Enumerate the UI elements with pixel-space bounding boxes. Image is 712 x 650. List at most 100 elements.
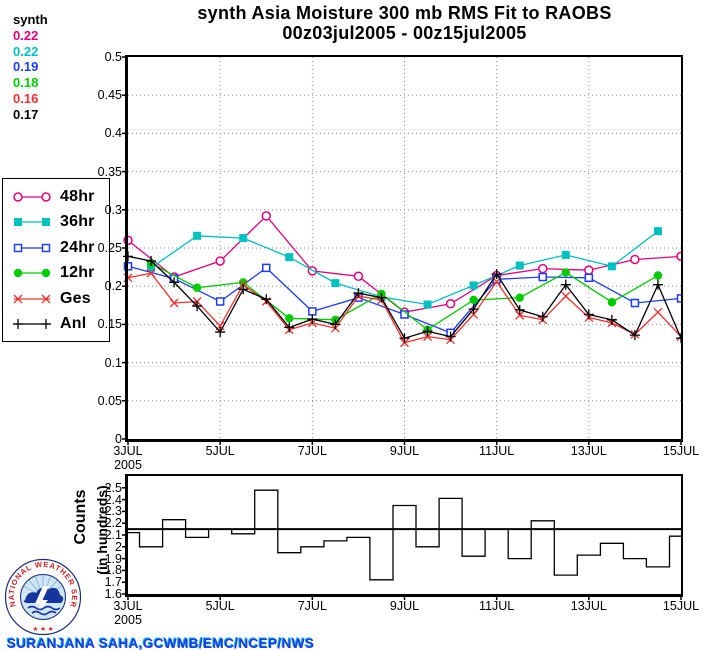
open-square-marker <box>262 263 271 273</box>
hist-y-tick-label: 2.3 <box>104 504 122 519</box>
hist-y-tick-label: 2 <box>115 539 122 554</box>
main-x-tick-label: 11JUL <box>479 444 515 458</box>
nws-logo: NATIONAL WEATHER SERVICE★ ★ ★ <box>3 556 82 636</box>
open-square-marker <box>538 272 547 282</box>
histogram-y-axis-title: Counts <box>72 489 89 545</box>
filled-square-marker <box>561 250 570 259</box>
summary-stat-value: 0.17 <box>13 106 39 122</box>
open-circle-marker <box>215 256 225 266</box>
main-y-tick-label: 0.25 <box>97 241 122 255</box>
plus-marker <box>422 326 433 337</box>
hist-y-tick-label: 1.6 <box>104 587 122 601</box>
summary-stats-header: synth <box>13 12 48 27</box>
counts-step-line <box>128 489 681 581</box>
page-subtitle: 00z03jul2005 - 00z15jul2005 <box>282 23 527 43</box>
hist-x-tick-label: 3JUL <box>113 599 143 613</box>
legend-sample-36hr <box>14 218 50 227</box>
series-24hr <box>123 262 683 338</box>
hist-y-tick-label: 1.8 <box>104 563 122 578</box>
main-x-tick-label: 15JUL <box>662 444 700 458</box>
plus-marker <box>514 304 525 315</box>
plus-marker <box>606 314 617 325</box>
legend-sample-12hr <box>13 269 51 278</box>
plus-marker <box>307 314 318 325</box>
open-square-marker <box>308 307 317 316</box>
main-x-tick-label: 9JUL <box>389 444 420 458</box>
main-y-tick-label: 0.3 <box>104 202 122 217</box>
open-square-marker <box>41 243 51 252</box>
hist-y-tick-label: 1.9 <box>104 551 122 566</box>
main-y-tick-label: 0.2 <box>104 279 122 294</box>
summary-stat-value: 0.18 <box>13 75 39 91</box>
open-circle-marker <box>41 192 51 202</box>
logo-wave-line <box>27 605 61 611</box>
summary-stats-block: synth 0.22 0.22 0.19 0.18 0.16 0.17 <box>13 12 48 123</box>
filled-circle-marker <box>13 269 23 278</box>
plus-marker <box>399 333 410 344</box>
open-square-marker <box>13 243 23 252</box>
main-x-tick-label: 7JUL <box>297 444 327 458</box>
plus-marker <box>238 284 249 295</box>
main-y-tick-label: 0.5 <box>104 50 122 64</box>
open-circle-marker <box>13 192 23 202</box>
filled-circle-marker <box>285 314 294 323</box>
plus-marker <box>41 319 51 330</box>
plus-marker <box>629 330 640 341</box>
filled-circle-marker <box>607 298 617 307</box>
x-marker <box>423 332 433 342</box>
legend-label-anl: Anl <box>60 315 87 333</box>
plus-marker <box>376 292 387 303</box>
summary-stat-value: 0.22 <box>13 27 39 43</box>
legend-label-12hr: 12hr <box>60 264 95 282</box>
open-circle-marker <box>261 211 271 221</box>
counts-histogram <box>122 474 683 600</box>
main-y-tick-label: 0.4 <box>104 126 122 141</box>
filled-square-marker <box>239 234 248 243</box>
filled-circle-marker <box>239 278 248 287</box>
hist-x-tick-label: 11JUL <box>479 599 515 613</box>
plus-marker <box>583 309 594 320</box>
plus-marker <box>146 255 157 266</box>
open-circle-marker <box>353 271 364 282</box>
plus-marker <box>13 319 23 330</box>
hist-y-tick-label: 2.1 <box>104 528 122 542</box>
filled-circle-marker <box>192 283 202 292</box>
summary-stat-value: 0.19 <box>13 59 39 75</box>
legend-sample-ges <box>13 294 51 304</box>
hist-x-tick-label: 13JUL <box>570 599 607 613</box>
legend-sample-24hr <box>13 243 51 252</box>
plus-marker <box>560 279 571 290</box>
hist-plot-frame <box>125 474 683 597</box>
filled-square-marker <box>469 281 478 290</box>
legend-label-48hr: 48hr <box>60 187 95 205</box>
main-y-tick-label: 0 <box>115 432 122 446</box>
open-square-marker <box>215 297 225 306</box>
histogram-y-axis-title-units: (in hundreds) <box>94 485 110 575</box>
plus-marker <box>169 277 180 288</box>
hist-x-tick-label: 5JUL <box>205 599 235 613</box>
main-x-tick-label: 13JUL <box>570 444 607 458</box>
legend-sample-48hr <box>13 192 51 202</box>
legend-item-ges: Ges <box>3 286 109 312</box>
logo-wave-line <box>31 610 57 616</box>
hist-x-tick-label: 15JUL <box>662 599 700 613</box>
main-y-tick-label: 0.05 <box>97 393 122 408</box>
legend-label-ges: Ges <box>60 289 91 307</box>
main-x-tick-label: 5JUL <box>205 444 235 458</box>
filled-square-marker <box>653 227 662 236</box>
open-circle-marker <box>445 299 456 309</box>
series-line-24hr <box>127 265 682 334</box>
hist-x-tick-sub-label: 2005 <box>114 613 142 627</box>
summary-stat-value: 0.22 <box>13 43 39 59</box>
main-plot-frame <box>125 55 683 442</box>
open-circle-marker <box>630 254 640 265</box>
filled-circle-marker <box>653 271 663 280</box>
filled-square-marker <box>515 261 524 270</box>
legend-item-48hr: 48hr <box>3 184 109 210</box>
hist-y-tick-label: 2.2 <box>104 516 122 531</box>
main-x-tick-label: 3JUL <box>113 444 143 458</box>
filled-circle-marker <box>41 269 51 278</box>
filled-square-marker <box>42 218 50 227</box>
plus-marker <box>491 268 502 279</box>
plus-marker <box>261 294 272 305</box>
